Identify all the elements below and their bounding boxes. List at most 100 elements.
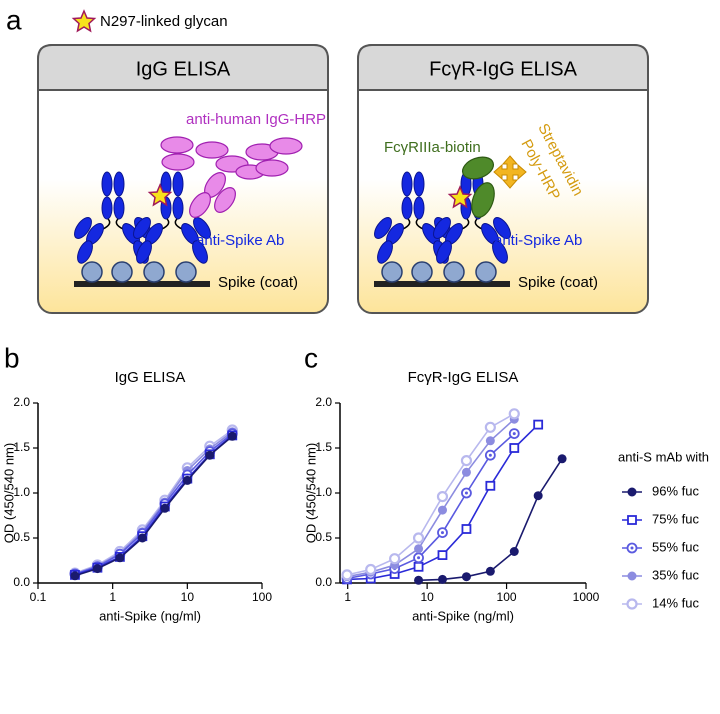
marker-dot: [485, 436, 495, 446]
marker: [508, 408, 520, 420]
panel-label: c: [304, 342, 318, 373]
marker-ring: [341, 569, 353, 581]
marker-dot: [182, 475, 192, 485]
marker-ring: [389, 553, 401, 565]
marker: [461, 524, 472, 534]
marker-dot: [115, 553, 125, 563]
marker-dot: [205, 450, 215, 460]
spike-beads: [81, 261, 197, 283]
x-tick-label: 0.1: [30, 590, 47, 604]
marker: [205, 450, 215, 460]
y-tick-label: 1.5: [13, 440, 30, 454]
marker: [509, 443, 520, 453]
coat-label: Spike (coat): [218, 274, 298, 291]
antibody-label: anti-Spike Ab: [196, 232, 284, 249]
x-tick-label: 100: [252, 590, 272, 604]
coat-label: Spike (coat): [518, 274, 598, 291]
marker-ring: [508, 408, 520, 420]
marker: [533, 419, 544, 430]
marker: [182, 475, 192, 485]
marker: [484, 421, 496, 433]
marker-center: [512, 432, 516, 436]
marker-dot: [485, 566, 495, 576]
y-tick-label: 1.5: [315, 440, 332, 454]
y-tick-label: 1.0: [315, 485, 332, 499]
x-tick-label: 1: [109, 590, 116, 604]
y-tick-label: 0.5: [315, 530, 332, 544]
marker-ring: [412, 532, 425, 544]
marker-dot: [414, 544, 424, 554]
marker-dot: [557, 454, 567, 464]
spike-beads: [381, 261, 497, 283]
marker: [92, 564, 102, 574]
glycan-star: [72, 10, 96, 32]
legend-label: 75% fuc: [652, 511, 699, 526]
marker-center: [417, 556, 421, 560]
marker: [412, 532, 425, 544]
marker: [627, 487, 637, 497]
x-axis-label: anti-Spike (ng/ml): [412, 608, 514, 623]
y-tick-label: 1.0: [13, 485, 30, 499]
marker: [70, 571, 80, 581]
y-tick-label: 2.0: [315, 395, 332, 409]
marker-dot: [414, 575, 424, 585]
marker: [389, 553, 401, 565]
marker-ring: [484, 421, 496, 433]
y-axis-label: OD (450/540 nm): [303, 443, 318, 543]
marker-center: [630, 546, 634, 550]
marker: [413, 561, 424, 572]
assay-title: FcγR-IgG ELISA: [429, 58, 577, 80]
y-tick-label: 0.5: [13, 530, 30, 544]
marker: [414, 544, 424, 554]
marker-dot: [92, 564, 102, 574]
marker: [341, 569, 353, 581]
detector-label: anti-human IgG-HRP: [186, 111, 326, 128]
marker: [460, 455, 473, 467]
marker-dot: [627, 571, 637, 581]
antibody-label: anti-Spike Ab: [494, 232, 582, 249]
y-tick-label: 0.0: [13, 575, 30, 589]
marker-square: [461, 524, 472, 534]
marker: [533, 491, 543, 501]
marker-center: [464, 491, 468, 495]
marker-square: [437, 550, 448, 560]
marker: [485, 436, 495, 446]
marker-dot: [461, 467, 471, 477]
marker: [137, 533, 147, 543]
marker: [485, 566, 495, 576]
marker-ring: [365, 563, 377, 576]
marker-dot: [437, 574, 447, 584]
streptavidin-cross: [493, 155, 527, 189]
plate-surface: [374, 281, 510, 287]
marker-center: [440, 531, 444, 535]
legend-label: 96% fuc: [652, 483, 699, 498]
x-tick-label: 1: [344, 590, 351, 604]
marker: [160, 503, 170, 513]
well-header: [357, 44, 649, 91]
x-tick-label: 10: [420, 590, 434, 604]
panel-label: b: [4, 342, 20, 373]
detector-antibody: [160, 136, 303, 218]
marker: [509, 547, 519, 556]
marker-dot: [227, 431, 237, 441]
marker: [413, 552, 424, 564]
marker: [414, 575, 424, 585]
marker-dot: [533, 491, 543, 501]
marker-dot: [137, 533, 147, 543]
marker: [485, 480, 496, 491]
marker: [461, 572, 471, 582]
marker: [508, 428, 520, 440]
x-tick-label: 100: [497, 590, 517, 604]
marker: [627, 515, 637, 525]
panel-label: a: [6, 4, 22, 35]
y-tick-label: 2.0: [13, 395, 30, 409]
marker-dot: [437, 505, 447, 515]
marker-square: [627, 515, 637, 525]
y-axis-label: OD (450/540 nm): [1, 443, 16, 543]
well-header: [37, 44, 329, 91]
marker: [437, 527, 448, 538]
marker: [365, 563, 377, 576]
marker-square: [413, 561, 424, 572]
x-tick-label: 1000: [573, 590, 600, 604]
